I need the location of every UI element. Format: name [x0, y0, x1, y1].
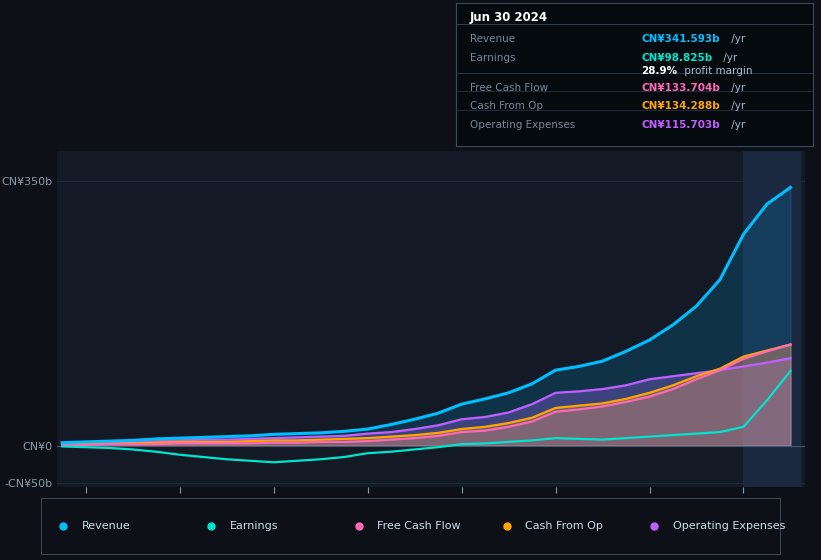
Bar: [744, 151, 800, 487]
Text: /yr: /yr: [727, 83, 745, 93]
Text: Jun 30 2024: Jun 30 2024: [470, 11, 548, 25]
Text: /yr: /yr: [727, 120, 745, 130]
Text: Revenue: Revenue: [470, 34, 515, 44]
Text: /yr: /yr: [720, 53, 737, 63]
Text: Operating Expenses: Operating Expenses: [470, 120, 576, 130]
Text: Free Cash Flow: Free Cash Flow: [378, 521, 461, 531]
Text: CN¥341.593b: CN¥341.593b: [641, 34, 720, 44]
Text: CN¥115.703b: CN¥115.703b: [641, 120, 720, 130]
Text: Cash From Op: Cash From Op: [470, 101, 543, 111]
Text: Revenue: Revenue: [82, 521, 131, 531]
Text: Earnings: Earnings: [470, 53, 516, 63]
Text: CN¥133.704b: CN¥133.704b: [641, 83, 720, 93]
Text: Cash From Op: Cash From Op: [525, 521, 603, 531]
Text: Earnings: Earnings: [230, 521, 278, 531]
Text: profit margin: profit margin: [681, 66, 752, 76]
Text: Operating Expenses: Operating Expenses: [673, 521, 785, 531]
Text: CN¥134.288b: CN¥134.288b: [641, 101, 720, 111]
Text: /yr: /yr: [727, 101, 745, 111]
Text: CN¥98.825b: CN¥98.825b: [641, 53, 713, 63]
Text: 28.9%: 28.9%: [641, 66, 677, 76]
Text: Free Cash Flow: Free Cash Flow: [470, 83, 548, 93]
Text: /yr: /yr: [727, 34, 745, 44]
